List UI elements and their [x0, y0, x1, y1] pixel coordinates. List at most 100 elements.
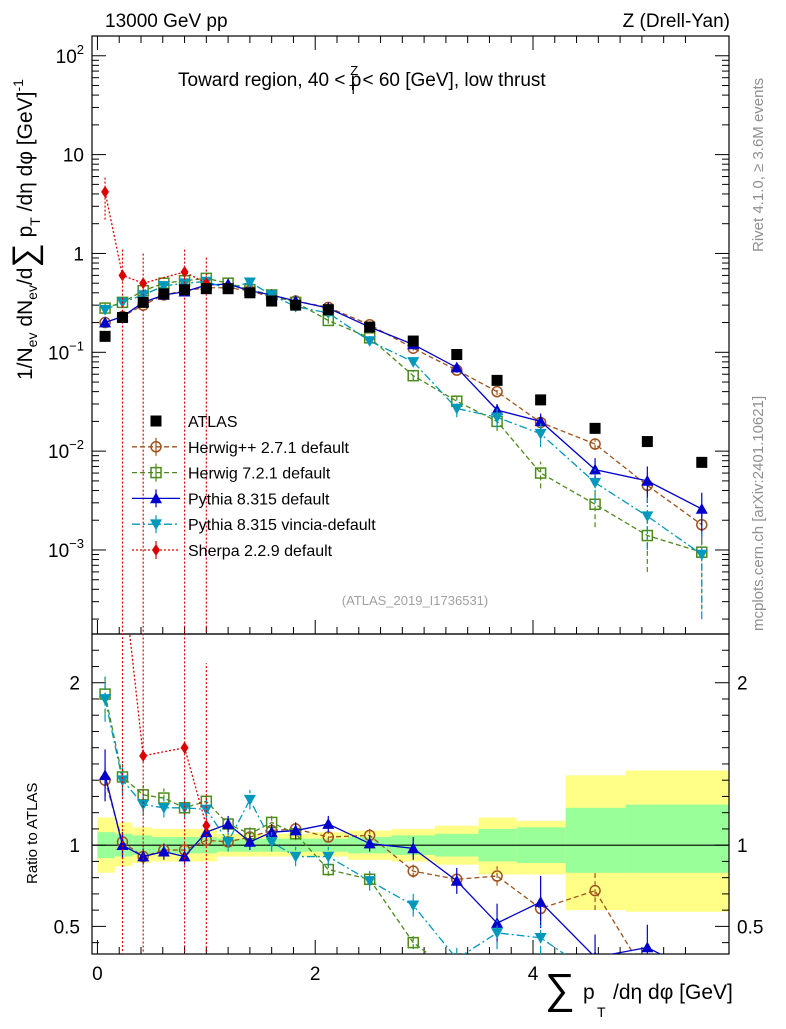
point-main-pythia-8-315-default	[695, 502, 708, 514]
point-ratio-pythia-8-315-default	[491, 917, 504, 928]
point-ratio-sherpa-2-2-9-default	[180, 741, 189, 754]
point-main-pythia-8-315-default	[99, 316, 112, 328]
y-tick-label-main: 10−1	[48, 338, 84, 364]
legend-marker	[152, 544, 160, 556]
atlas-data-point	[244, 287, 256, 299]
x-tick-label: 4	[528, 964, 539, 985]
atlas-data-point	[158, 288, 170, 300]
x-axis-label: ∑ p T /dη dφ [GeV]	[545, 965, 733, 1020]
title-prefix: Toward region, 40 < p	[178, 70, 361, 91]
point-main-sherpa-2-2-9-default	[118, 269, 127, 282]
legend-marker	[150, 415, 162, 427]
legend-label: Sherpa 2.2.9 default	[188, 543, 333, 560]
svg-text:T: T	[597, 1004, 606, 1020]
atlas-data-point	[99, 330, 111, 342]
point-ratio-pythia-8-315-vincia-default	[178, 803, 191, 814]
point-ratio-pythia-8-315-vincia-default	[363, 876, 376, 887]
title-sup: Z	[350, 63, 358, 78]
atlas-data-point	[535, 394, 547, 406]
atlas-data-point	[137, 296, 149, 308]
point-ratio-pythia-8-315-vincia-default	[116, 775, 129, 787]
point-ratio-pythia-8-315-default	[222, 818, 235, 829]
atlas-data-point	[491, 374, 503, 386]
title-suffix: < 60 [GeV], low thrust	[357, 70, 546, 91]
atlas-data-point	[200, 283, 212, 295]
point-main-herwig-2-7-1-default	[589, 438, 601, 450]
point-main-pythia-8-315-default	[641, 474, 654, 486]
point-main-pythia-8-315-vincia-default	[178, 278, 191, 290]
plot-title: Toward region, 40 < pZ T < 60 [GeV], low …	[178, 63, 546, 97]
point-ratio-pythia-8-315-default	[265, 826, 278, 837]
x-tick-label: 0	[92, 964, 103, 985]
legend-marker	[150, 519, 162, 531]
point-main-pythia-8-315-vincia-default	[243, 277, 256, 289]
point-main-pythia-8-315-vincia-default	[589, 477, 602, 489]
point-ratio-herwig-2-7-1-default	[697, 1003, 707, 1013]
analysis-watermark: (ATLAS_2019_I1736531)	[342, 593, 488, 608]
point-ratio-herwig-7-2-1-default	[642, 1003, 652, 1013]
band-green-17	[625, 804, 729, 873]
y-tick-label-main: 1	[73, 244, 84, 265]
point-ratio-pythia-8-315-default	[450, 874, 463, 886]
mcplots-source-text: mcplots.cern.ch [arXiv:2401.10621]	[750, 396, 767, 631]
point-ratio-sherpa-2-2-9-default	[139, 749, 148, 762]
series-line-main-herwig-2-7-1-default	[104, 287, 703, 526]
point-ratio-pythia-8-315-default	[593, 951, 597, 954]
point-ratio-pythia-8-315-default	[696, 969, 708, 980]
header-right: Z (Drell-Yan)	[623, 11, 730, 32]
y-axis-label-ratio: Ratio to ATLAS	[24, 783, 41, 884]
point-main-herwig-7-2-1-default	[407, 369, 419, 382]
y-tick-exponent: −2	[69, 437, 84, 452]
point-ratio-pythia-8-315-default	[363, 837, 376, 849]
legend-label: Herwig 7.2.1 default	[188, 466, 331, 483]
point-main-pythia-8-315-vincia-default	[407, 357, 420, 368]
point-ratio-herwig-7-2-1-default	[492, 986, 502, 996]
x-tick-label: 2	[310, 964, 321, 985]
rivet-version-text: Rivet 4.1.0, ≥ 3.6M events	[750, 78, 767, 252]
ratio-plot-frame	[91, 633, 730, 955]
svg-text:p: p	[583, 981, 595, 1004]
ratio-series-layer	[99, 563, 708, 1013]
point-ratio-sherpa-2-2-9-default	[118, 563, 126, 575]
y-tick-base: 10	[48, 442, 69, 463]
y-tick-label-main: 102	[56, 42, 84, 68]
point-ratio-herwig-2-7-1-default	[407, 865, 419, 877]
point-ratio-pythia-8-315-vincia-default	[534, 932, 547, 944]
legend: ATLAS Herwig++ 2.7.1 default Herwig 7.2.1 …	[132, 414, 376, 560]
point-ratio-pythia-8-315-default	[137, 850, 150, 862]
svg-text:1/Nev dNev/d∑ pT /dη dφ [GeV]: 1/Nev dNev/d∑ pT /dη dφ [GeV]-1	[6, 79, 44, 380]
y-tick-exponent: −3	[69, 536, 84, 551]
point-ratio-pythia-8-315-vincia-default	[99, 694, 112, 705]
title-sub: T	[349, 82, 357, 97]
atlas-data-point	[407, 335, 419, 347]
point-ratio-pythia-8-315-default	[407, 842, 420, 854]
y-tick-label-ratio: 2	[69, 674, 80, 695]
y-tick-label-main: 10	[63, 146, 84, 167]
y-axis-label-main: 1/Nev dNev/d∑ pT /dη dφ [GeV]-1	[6, 79, 44, 380]
point-ratio-pythia-8-315-default	[99, 769, 112, 781]
y-tick-label-main: 10−3	[48, 536, 84, 562]
point-main-sherpa-2-2-9-default	[180, 265, 189, 278]
y-tick-exponent: 2	[77, 42, 84, 57]
y-tick-label-ratio-right: 1	[737, 836, 748, 857]
point-main-pythia-8-315-default	[450, 361, 463, 373]
y-tick-exponent: −1	[69, 338, 84, 353]
legend-marker	[150, 441, 162, 453]
point-main-pythia-8-315-vincia-default	[695, 549, 708, 561]
point-ratio-pythia-8-315-vincia-default	[243, 794, 256, 806]
legend-marker	[150, 466, 162, 479]
point-ratio-pythia-8-315-vincia-default	[451, 954, 463, 965]
point-main-pythia-8-315-default	[534, 415, 547, 427]
point-main-pythia-8-315-vincia-default	[491, 412, 504, 424]
atlas-data-point	[222, 283, 234, 295]
y-tick-label-ratio: 1	[69, 836, 80, 857]
legend-label: Pythia 8.315 vincia-default	[188, 517, 376, 534]
legend-label: ATLAS	[188, 414, 238, 431]
point-ratio-pythia-8-315-vincia-default	[200, 804, 213, 816]
point-ratio-pythia-8-315-default	[157, 845, 170, 857]
header-left: 13000 GeV pp	[105, 11, 228, 32]
y-tick-base: 10	[56, 47, 77, 68]
y-tick-label-ratio: 0.5	[54, 917, 80, 938]
point-main-pythia-8-315-vincia-default	[363, 336, 376, 348]
point-ratio-herwig-2-7-1-default	[491, 870, 503, 882]
